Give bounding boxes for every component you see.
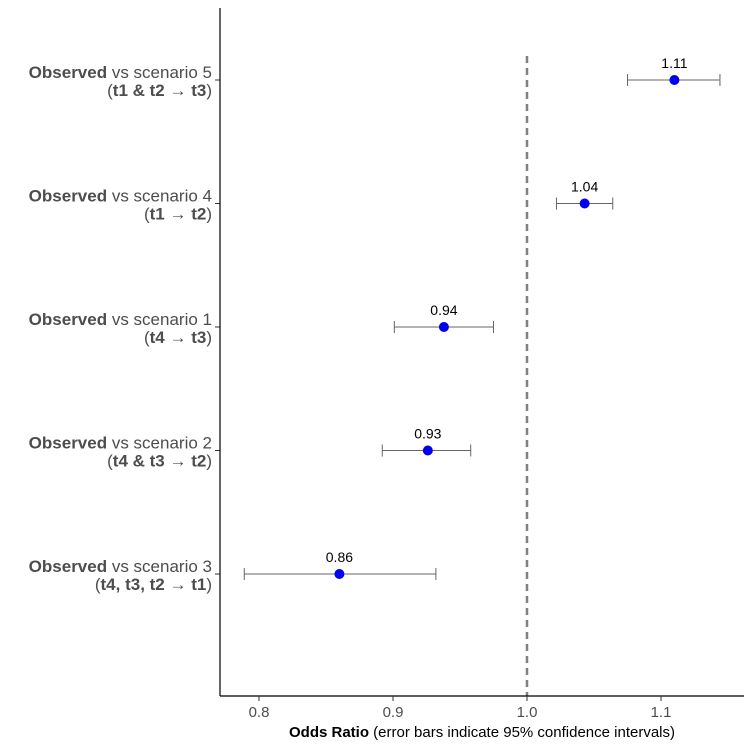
x-ticks-group: 0.8 0.9 1.0 1.1: [249, 696, 672, 721]
category-label-bold: Observed: [29, 310, 107, 329]
category-sublabel-open: (: [144, 328, 150, 347]
x-tick-label: 1.0: [517, 704, 538, 721]
category-label: Observed vs scenario 4: [29, 187, 212, 206]
x-axis-title-bold: Odds Ratio: [289, 724, 369, 741]
category-sublabel: (t1 & t2 → t3): [107, 81, 212, 100]
category-sublabel-bold: t1 → t2: [150, 205, 207, 224]
value-labels-group: 1.11 1.04 0.94 0.93 0.86: [326, 55, 688, 565]
category-label: Observed vs scenario 5: [29, 63, 212, 82]
category-sublabel-open: (: [95, 575, 101, 594]
point-estimate: [334, 569, 345, 579]
x-axis-title: Odds Ratio (error bars indicate 95% conf…: [289, 724, 675, 741]
category-sublabel-close: ): [206, 81, 212, 100]
value-label: 1.11: [661, 55, 687, 71]
value-label: 0.94: [430, 302, 457, 318]
category-label: Observed vs scenario 1: [29, 310, 212, 329]
category-labels-group: Observed vs scenario 5(t1 & t2 → t3)Obse…: [29, 63, 220, 594]
category-label-rest: vs scenario 1: [107, 310, 212, 329]
value-label: 1.04: [571, 179, 598, 195]
category-label: Observed vs scenario 3: [29, 557, 212, 576]
category-sublabel-bold: t1 & t2 → t3: [113, 81, 207, 100]
category-label-rest: vs scenario 4: [107, 187, 212, 206]
x-axis-title-rest: (error bars indicate 95% confidence inte…: [369, 724, 675, 741]
category-sublabel-close: ): [206, 205, 212, 224]
points-group: [334, 75, 680, 579]
category-label: Observed vs scenario 2: [29, 434, 212, 453]
category-sublabel: (t4 & t3 → t2): [107, 452, 212, 471]
category-sublabel-open: (: [107, 81, 113, 100]
category-sublabel: (t4 → t3): [144, 328, 212, 347]
axes-group: [219, 8, 744, 697]
point-estimate: [669, 75, 680, 85]
category-sublabel-bold: t4, t3, t2 → t1: [101, 575, 207, 594]
point-estimate: [438, 322, 449, 332]
category-sublabel-bold: t4 & t3 → t2: [113, 452, 207, 471]
value-label: 0.93: [414, 426, 441, 442]
category-label-rest: vs scenario 5: [107, 63, 212, 82]
category-sublabel-close: ): [206, 452, 212, 471]
category-label-bold: Observed: [29, 434, 107, 453]
point-estimate: [422, 445, 433, 456]
category-sublabel: (t4, t3, t2 → t1): [95, 575, 212, 594]
category-label-rest: vs scenario 2: [107, 434, 212, 453]
category-label-bold: Observed: [29, 557, 107, 576]
x-tick-label: 0.8: [249, 704, 270, 721]
category-sublabel-bold: t4 → t3: [150, 328, 207, 347]
category-sublabel-open: (: [107, 452, 113, 471]
point-estimate: [579, 198, 590, 209]
x-tick-label: 0.9: [383, 704, 404, 721]
category-label-bold: Observed: [29, 187, 107, 206]
category-sublabel-close: ): [206, 575, 212, 594]
category-label-rest: vs scenario 3: [107, 557, 212, 576]
x-tick-label: 1.1: [651, 704, 672, 721]
category-sublabel-open: (: [144, 205, 150, 224]
category-sublabel-close: ): [206, 328, 212, 347]
error-bars-group: [243, 74, 721, 580]
value-label: 0.86: [326, 549, 353, 565]
category-sublabel: (t1 → t2): [144, 205, 212, 224]
category-label-bold: Observed: [29, 63, 107, 82]
